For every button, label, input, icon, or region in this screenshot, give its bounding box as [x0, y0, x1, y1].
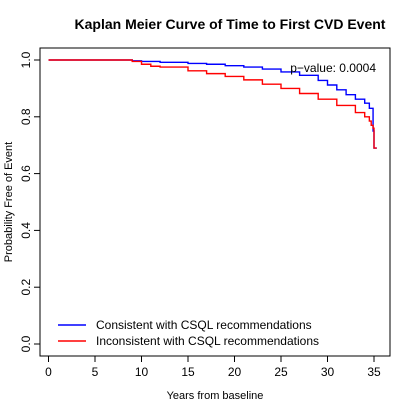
y-tick-label: 0.2 [19, 279, 33, 296]
series-line-2 [48, 59, 377, 149]
x-tick-label: 20 [228, 365, 242, 379]
survival-curves [48, 59, 377, 149]
p-value-annotation: p−value: 0.0004 [290, 61, 376, 75]
x-axis: 0 5 10 15 20 25 30 35 [45, 356, 381, 379]
y-tick-label: 0.4 [19, 222, 33, 239]
x-tick-label: 25 [274, 365, 288, 379]
x-tick-label: 0 [45, 365, 52, 379]
x-tick-label: 30 [321, 365, 335, 379]
y-tick-label: 0.8 [19, 108, 33, 125]
series-line-1 [48, 59, 377, 149]
x-tick-label: 35 [367, 365, 381, 379]
x-tick-label: 15 [181, 365, 195, 379]
chart-title: Kaplan Meier Curve of Time to First CVD … [75, 16, 386, 32]
y-tick-label: 1.0 [19, 51, 33, 68]
y-axis: 0.0 0.2 0.4 0.6 0.8 1.0 [19, 51, 40, 352]
legend-label-1: Consistent with CSQL recommendations [96, 318, 312, 332]
legend-label-2: Inconsistent with CSQL recommendations [96, 334, 319, 348]
x-tick-label: 5 [92, 365, 99, 379]
x-tick-label: 10 [135, 365, 149, 379]
x-axis-label: Years from baseline [167, 390, 264, 402]
y-tick-label: 0.6 [19, 165, 33, 182]
plot-frame [39, 47, 391, 357]
y-axis-label: Probability Free of Event [3, 142, 15, 262]
y-tick-label: 0.0 [19, 335, 33, 352]
legend: Consistent with CSQL recommendations Inco… [58, 318, 319, 348]
